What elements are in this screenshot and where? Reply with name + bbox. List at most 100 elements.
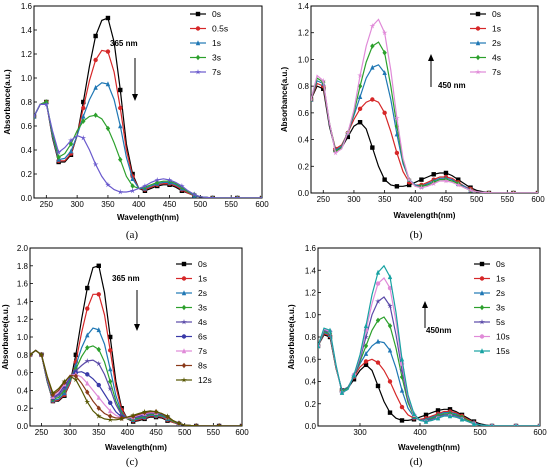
data-point <box>166 177 173 183</box>
data-point <box>105 15 111 21</box>
data-point <box>363 350 369 356</box>
legend-swatch-marker <box>475 54 481 61</box>
legend-label: 1s <box>496 274 505 284</box>
x-tick-label: 600 <box>531 195 545 204</box>
data-point <box>467 187 474 193</box>
data-point <box>81 99 86 105</box>
legend-swatch-marker <box>181 290 187 296</box>
data-point <box>117 189 124 195</box>
x-tick-label: 250 <box>40 200 54 209</box>
y-tick-label: 0.8 <box>17 351 29 360</box>
x-tick-label: 350 <box>378 195 392 204</box>
plot-frame <box>310 5 539 194</box>
legend-label: 4s <box>492 53 501 63</box>
series-line-7s <box>34 103 262 198</box>
data-point <box>142 183 148 189</box>
legend-label: 3s <box>198 303 207 313</box>
data-point <box>399 404 405 410</box>
x-tick-label: 450 <box>163 200 177 209</box>
x-tick-label: 600 <box>255 200 269 209</box>
data-point <box>193 423 200 426</box>
data-point <box>471 421 477 426</box>
data-point <box>406 182 412 188</box>
series-line-1s <box>34 82 262 198</box>
data-point <box>191 191 198 197</box>
data-point <box>406 176 413 183</box>
data-point <box>318 343 321 349</box>
legend-swatch-marker <box>479 334 485 339</box>
data-point <box>118 415 125 422</box>
legend-label: 2s <box>198 288 207 298</box>
data-point <box>435 408 441 413</box>
data-point <box>93 112 98 118</box>
x-tick-label: 250 <box>35 428 49 437</box>
panel-label: (a) <box>126 229 139 241</box>
arrow-head <box>422 301 428 308</box>
y-tick-label: 0.2 <box>298 162 310 171</box>
data-point <box>387 274 393 280</box>
legend-label: 0.5s <box>212 24 228 34</box>
data-point <box>108 413 113 419</box>
arrow-head <box>428 54 434 61</box>
data-point <box>456 177 461 182</box>
data-point <box>107 385 114 392</box>
series-group <box>30 263 242 426</box>
legend-swatch-marker <box>181 319 187 325</box>
legend-swatch-marker <box>195 54 201 61</box>
legend-label: 1s <box>212 38 221 48</box>
legend-label: 12s <box>198 375 212 385</box>
y-axis-title: Absorbance(a.u.) <box>1 304 10 370</box>
data-point <box>387 410 393 415</box>
legend-label: 0s <box>496 259 505 269</box>
series-group <box>34 15 262 198</box>
legend-swatch-marker <box>195 40 201 46</box>
y-tick-label: 0.6 <box>17 369 29 378</box>
legend-swatch-marker <box>479 290 485 296</box>
series-line-5s <box>318 296 540 426</box>
arrow-head <box>134 324 140 331</box>
x-axis-title: Wavelength(nm) <box>398 443 460 452</box>
y-tick-label: 1.6 <box>17 280 29 289</box>
data-point <box>423 418 429 424</box>
data-point <box>447 413 453 419</box>
legend-swatch-marker <box>475 40 481 46</box>
data-point <box>370 64 375 70</box>
series-group <box>318 264 540 426</box>
data-point <box>430 180 437 187</box>
x-tick-label: 300 <box>353 428 367 437</box>
wavelength-annotation: 365 nm <box>112 274 140 283</box>
x-tick-label: 300 <box>63 428 77 437</box>
y-tick-label: 0.6 <box>305 355 317 364</box>
data-point <box>435 415 441 421</box>
y-tick-label: 0.0 <box>305 422 317 431</box>
x-tick-label: 300 <box>70 200 84 209</box>
data-point <box>387 323 393 329</box>
data-point <box>130 183 135 189</box>
legend-label: 7s <box>198 346 207 356</box>
data-point <box>84 398 91 405</box>
y-tick-label: 1.2 <box>21 50 33 59</box>
legend-swatch-marker <box>479 348 485 354</box>
y-tick-label: 0.8 <box>298 82 310 91</box>
legend-swatch-marker <box>181 377 187 383</box>
data-point <box>216 423 222 426</box>
y-tick-label: 0.4 <box>21 146 33 155</box>
data-point <box>92 161 99 167</box>
data-point <box>68 148 74 154</box>
legend-label: 7s <box>492 67 501 77</box>
y-tick-label: 0.6 <box>298 109 310 118</box>
data-point <box>85 389 90 395</box>
data-point <box>81 105 86 111</box>
data-point <box>96 327 101 333</box>
data-point <box>72 376 79 383</box>
y-tick-label: 0.8 <box>305 333 317 342</box>
data-point <box>344 129 351 136</box>
y-tick-label: 0.0 <box>298 189 310 198</box>
y-tick-label: 1.4 <box>298 2 310 11</box>
data-point <box>68 141 74 147</box>
data-point <box>80 135 87 141</box>
x-tick-label: 550 <box>501 195 515 204</box>
legend: 0s 1s 2s 4s 7s <box>470 9 501 77</box>
y-tick-label: 0.2 <box>17 404 29 413</box>
y-tick-label: 1.4 <box>17 297 29 306</box>
